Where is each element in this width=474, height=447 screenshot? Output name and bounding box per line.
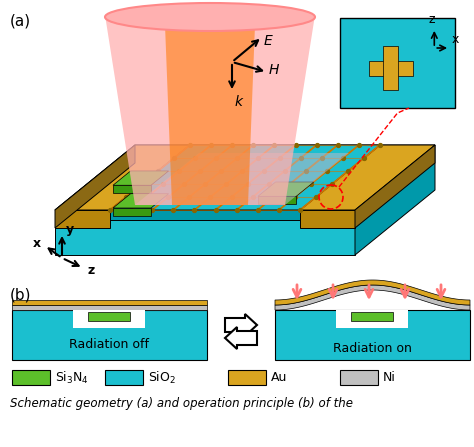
Polygon shape [55,145,435,210]
Text: y: y [66,223,74,236]
Text: Au: Au [271,371,287,384]
Text: (a): (a) [10,14,31,29]
Bar [12,300,207,305]
Polygon shape [113,185,151,193]
Text: Schematic geometry (a) and operation principle (b) of the: Schematic geometry (a) and operation pri… [10,397,353,410]
Polygon shape [55,210,355,255]
Text: Si$_3$N$_4$: Si$_3$N$_4$ [55,370,89,386]
Polygon shape [275,280,470,305]
Text: x: x [452,33,459,46]
Polygon shape [355,145,435,228]
Bar [12,370,50,385]
Polygon shape [110,210,300,220]
Text: (b): (b) [10,288,31,303]
Polygon shape [258,196,296,204]
Text: Radiation on: Radiation on [333,342,412,354]
Bar [383,46,398,90]
Text: z: z [87,263,94,277]
Polygon shape [105,15,315,205]
Bar [352,312,393,321]
FancyArrow shape [225,314,257,336]
Text: Ni: Ni [383,371,396,384]
Polygon shape [55,145,190,210]
Bar [89,312,130,321]
Polygon shape [113,208,151,216]
Bar [105,370,143,385]
Text: H: H [269,63,279,77]
Bar [275,310,470,360]
Bar [228,370,266,385]
Bar [340,18,455,108]
Polygon shape [113,171,169,185]
Text: SiO$_2$: SiO$_2$ [148,370,176,386]
Bar [12,310,207,360]
Polygon shape [275,285,470,310]
Polygon shape [300,210,355,228]
Ellipse shape [105,3,315,31]
Text: k: k [235,95,243,109]
Text: z: z [428,13,435,26]
Polygon shape [55,210,110,228]
Bar [337,310,409,328]
Polygon shape [300,145,435,210]
Polygon shape [135,153,349,205]
Text: x: x [32,237,41,250]
Polygon shape [113,194,169,208]
Text: Radiation off: Radiation off [70,337,149,350]
Bar [340,370,378,385]
Bar [369,61,412,76]
Polygon shape [165,25,255,205]
Bar [73,310,146,328]
Polygon shape [55,145,135,228]
Polygon shape [110,145,380,210]
Bar [12,305,207,310]
Polygon shape [258,182,314,196]
Text: E: E [264,34,273,48]
FancyArrow shape [225,327,257,349]
Polygon shape [355,145,435,255]
